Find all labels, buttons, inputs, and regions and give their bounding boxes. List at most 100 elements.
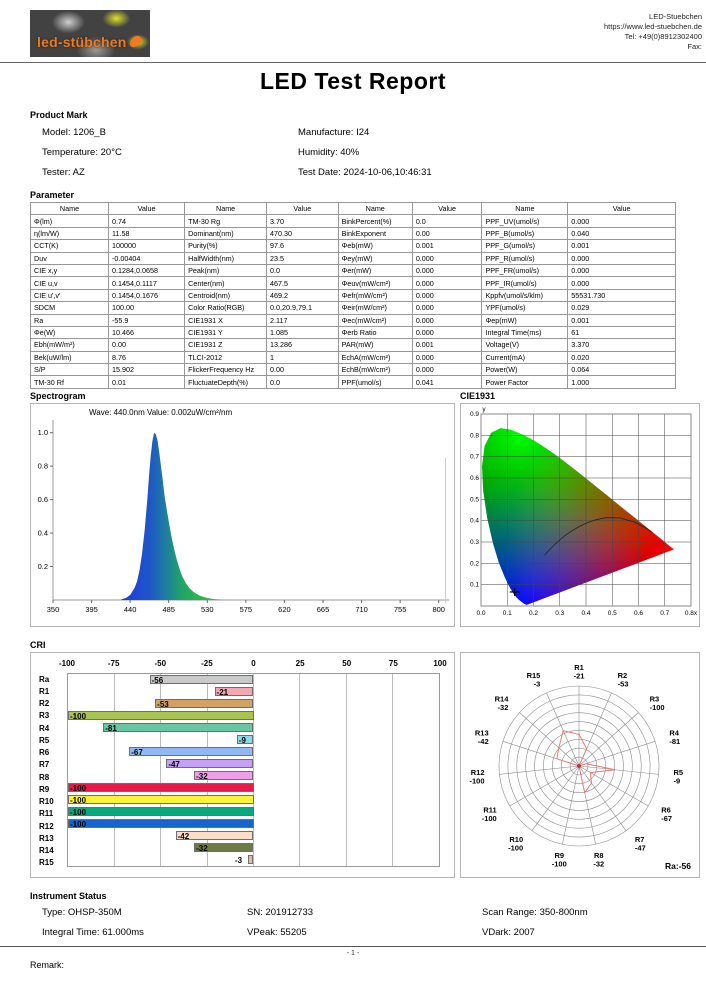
column-header: Value (266, 201, 339, 216)
header-contact-block: LED-Stuebchen https://www.led-stuebchen.… (604, 12, 702, 52)
param-value-cell: 11.58 (108, 226, 186, 241)
cri-axis-tick: -25 (201, 659, 213, 668)
x-tick-label: 575 (240, 605, 253, 614)
y-tick-label: 0.8 (38, 462, 48, 471)
table-row: CIE u',v' 0.1454,0.1676 Centroid(nm) 469.2 Φ… (29, 288, 676, 303)
cri-axis-tick: 75 (388, 659, 398, 668)
table-row: S/P 15.902 FlickerFrequency Hz 0.00 EchB(mW/… (29, 363, 676, 377)
radar-ra-label: Ra:-56 (665, 861, 691, 871)
param-value-cell: 0.0 (266, 375, 339, 389)
param-value-cell: 0.01 (108, 375, 186, 389)
instrument-status-field: Type: OHSP-350M (42, 907, 122, 918)
param-name-cell: Peak(nm) (184, 263, 268, 278)
param-value-cell: -0.00404 (108, 251, 186, 265)
param-name-cell: PAR(mW) (337, 338, 413, 352)
table-row: Φe(W) 10.466 CIE1931 Y 1.085 Φerb Ratio 0.000… (29, 325, 676, 340)
param-name-cell: CIE x,y (29, 263, 110, 278)
y-tick-label: 0.7 (470, 454, 479, 461)
cri-row-label: R6 (39, 748, 50, 758)
radar-spoke-name: R7 (635, 835, 645, 844)
param-name-cell: η(lm/W) (29, 226, 110, 241)
param-name-cell: CIE u',v' (29, 288, 110, 303)
table-row: η(lm/W) 11.58 Dominant(nm) 470.30 BinkExpone… (29, 226, 676, 241)
table-row: TM-30 Rf 0.01 FluctuateDepth(%) 0.0 PPF(umol… (29, 375, 676, 389)
param-name-cell: TLCI-2012 (184, 350, 268, 365)
param-value-cell: 23.5 (266, 251, 339, 265)
company-website[interactable]: https://www.led-stuebchen.de (604, 22, 702, 31)
param-value-cell: 0.000 (567, 263, 676, 278)
product-mark-heading: Product Mark (30, 110, 88, 120)
radar-spoke-value: -67 (661, 814, 672, 823)
cri-bar (68, 819, 254, 828)
param-value-cell: 15.902 (108, 363, 186, 377)
cri-bar (194, 771, 254, 780)
radar-spoke-name: R4 (669, 729, 679, 738)
param-name-cell: Ebh(mW/m²) (29, 338, 110, 352)
cri-bar (247, 855, 254, 864)
param-value-cell: 0.0 (411, 214, 483, 228)
y-tick-label: 1.0 (38, 428, 48, 437)
cri-bar-value: -100 (70, 783, 87, 793)
column-header: Name (29, 201, 110, 216)
x-tick-label: 710 (355, 605, 368, 614)
radar-spoke-name: R5 (673, 768, 683, 777)
y-tick-label: 0.4 (38, 529, 48, 538)
radar-spoke-value: -47 (635, 843, 646, 852)
cri-heading: CRI (30, 640, 46, 650)
param-name-cell: Φeb(mW) (337, 239, 413, 253)
param-name-cell: Φeir(mW/cm²) (337, 301, 413, 315)
cie1931-panel: 0.0 0.1 0.2 0.3 0.4 0.5 0.6 0.7 0.8x 0.1 0.2 0.3 0.4… (460, 403, 700, 627)
param-name-cell: YPF(umol/s) (481, 301, 569, 315)
cri-bar (129, 747, 254, 756)
instrument-status-grid: Type: OHSP-350M SN: 201912733 Scan Range: … (42, 906, 662, 946)
instrument-status-field: VPeak: 55205 (247, 927, 307, 938)
x-tick-label: 0.8x (685, 610, 698, 617)
radar-spoke-value: -100 (470, 776, 485, 785)
footer-divider (0, 946, 706, 947)
radar-spoke-name: R15 (527, 671, 541, 680)
column-header: Value (108, 201, 186, 216)
radar-spoke-name: R6 (661, 806, 671, 815)
parameter-header-row: Name Value Name Value Name Value Name Value (29, 201, 676, 216)
cri-bar-value: -100 (70, 807, 87, 817)
param-name-cell: Current(mA) (481, 350, 569, 365)
cri-bar-value: -100 (70, 795, 87, 805)
param-value-cell: 0.74 (108, 214, 186, 228)
param-name-cell: Φefr(mW/cm²) (337, 288, 413, 303)
cri-axis-tick: -100 (58, 659, 76, 668)
y-tick-label: 0.5 (470, 496, 479, 503)
param-name-cell: PPF_FR(umol/s) (481, 263, 569, 278)
param-name-cell: TM-30 Rg (184, 214, 268, 228)
param-name-cell: PPF_G(umol/s) (481, 239, 569, 253)
param-name-cell: PPF(umol/s) (337, 375, 413, 389)
company-phone: Tel: +49(0)8912302400 (624, 32, 702, 41)
param-value-cell: 0.001 (567, 313, 676, 327)
radar-value-polygon (556, 729, 616, 794)
x-tick-label: 0.5 (608, 610, 617, 617)
param-name-cell: CIE u,v (29, 276, 110, 290)
param-value-cell: 0.000 (411, 301, 483, 315)
radar-spoke-name: R10 (509, 835, 523, 844)
param-value-cell: 0.0 (266, 263, 339, 278)
parameter-table-body: Φ(lm) 0.74 TM-30 Rg 3.70 BinkPercent(%) 0.0 PP… (29, 214, 676, 389)
param-value-cell: 1.000 (567, 375, 676, 389)
param-name-cell: PPF_IR(umol/s) (481, 276, 569, 290)
cri-bar-value: -47 (168, 759, 180, 769)
spectrogram-chart: 0.2 0.4 0.6 0.8 1.0 350 395 440 485 530 575 620 665 7… (38, 408, 449, 614)
cri-bar (149, 675, 254, 684)
param-value-cell: 0.041 (411, 375, 483, 389)
x-tick-label: 0.2 (529, 610, 538, 617)
param-value-cell: -55.9 (108, 313, 186, 327)
y-tick-label: 0.8 (470, 432, 479, 439)
param-value-cell: 0.000 (567, 214, 676, 228)
param-value-cell: 1.085 (266, 325, 339, 340)
cri-bar-value: -32 (196, 771, 208, 781)
param-name-cell: BinkPercent(%) (337, 214, 413, 228)
param-name-cell: PPF_B(umol/s) (481, 226, 569, 241)
cri-row-label: Ra (39, 674, 50, 684)
radar-spoke-value: -32 (498, 703, 509, 712)
instrument-status-row: Type: OHSP-350M SN: 201912733 Scan Range: … (42, 906, 662, 926)
param-value-cell: 0.000 (411, 288, 483, 303)
param-name-cell: CIE1931 Y (184, 325, 268, 340)
radar-spoke-name: R14 (495, 694, 510, 703)
